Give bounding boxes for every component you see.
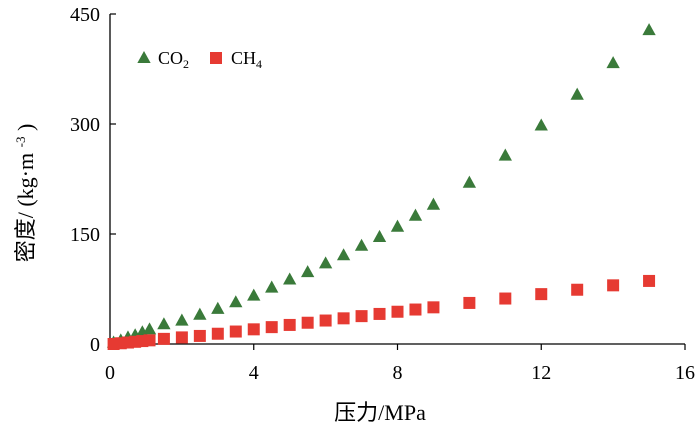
- co2-point: [157, 317, 171, 330]
- y-axis-title-close: ): [13, 124, 38, 131]
- ch4-point: [337, 312, 350, 325]
- legend-label-co2: CO2: [158, 48, 189, 71]
- co2-point: [408, 208, 423, 221]
- ch4-point: [571, 283, 584, 296]
- ch4-point: [535, 288, 548, 301]
- co2-point: [426, 197, 441, 210]
- y-tick-label: 300: [70, 114, 100, 136]
- co2-point: [462, 175, 477, 188]
- ch4-point: [157, 332, 170, 345]
- ch4-point: [427, 301, 440, 314]
- ch4-point: [229, 325, 242, 338]
- co2-point: [606, 56, 620, 69]
- co2-point: [642, 23, 656, 36]
- co2-point: [247, 288, 261, 301]
- ch4-point: [143, 334, 156, 347]
- y-axis-title-exponent: -3: [13, 137, 28, 148]
- data-markers: [106, 23, 656, 350]
- y-axis-title: 密度/ (kg·m -3 ): [5, 124, 38, 263]
- co2-point: [498, 148, 512, 161]
- co2-point: [193, 307, 207, 320]
- co2-point: [372, 229, 387, 242]
- legend-marker-ch4: [210, 52, 222, 64]
- y-tick-label: 150: [70, 224, 100, 246]
- ch4-point: [643, 274, 656, 287]
- ch4-point: [463, 296, 476, 309]
- ch4-point: [301, 316, 314, 329]
- ch4-point: [607, 279, 620, 292]
- ch4-point: [355, 310, 368, 323]
- co2-point: [142, 322, 157, 335]
- legend: CO2 CH4: [137, 48, 262, 71]
- y-axis-title-main: 密度/: [13, 211, 38, 262]
- co2-point: [283, 272, 297, 285]
- x-tick-label: 12: [531, 362, 551, 384]
- co2-point: [354, 238, 369, 251]
- ch4-point: [175, 331, 188, 344]
- legend-label-ch4: CH4: [231, 48, 262, 71]
- y-axis-title-unit: (kg·m: [13, 153, 38, 207]
- ch4-point: [247, 323, 260, 336]
- ch4-point: [283, 318, 296, 331]
- x-tick-label: 16: [675, 362, 695, 384]
- co2-point: [211, 301, 225, 314]
- co2-point: [534, 118, 548, 131]
- x-tick-label: 8: [393, 362, 403, 384]
- x-axis-title: 压力/MPa: [334, 400, 426, 425]
- co2-point: [265, 280, 279, 293]
- axes: [109, 13, 686, 350]
- legend-marker-co2: [137, 51, 151, 64]
- y-tick-label: 0: [90, 334, 100, 356]
- ch4-point: [193, 329, 206, 342]
- co2-point: [175, 313, 189, 326]
- ch4-point: [391, 305, 404, 318]
- ch4-point: [409, 303, 422, 316]
- x-tick-label: 0: [105, 362, 115, 384]
- ch4-point: [319, 314, 332, 327]
- co2-point: [229, 295, 243, 308]
- tick-labels: 0 150 300 450 0 4 8 12 16: [70, 4, 695, 384]
- ch4-point: [499, 292, 512, 305]
- x-tick-label: 4: [249, 362, 259, 384]
- co2-point: [570, 87, 584, 100]
- co2-point: [336, 248, 351, 261]
- co2-point: [390, 219, 405, 232]
- ch4-point: [265, 321, 278, 334]
- co2-point: [301, 265, 315, 278]
- co2-point: [318, 256, 333, 269]
- ch4-point: [373, 307, 386, 320]
- ch4-point: [211, 327, 224, 340]
- y-tick-label: 450: [70, 4, 100, 26]
